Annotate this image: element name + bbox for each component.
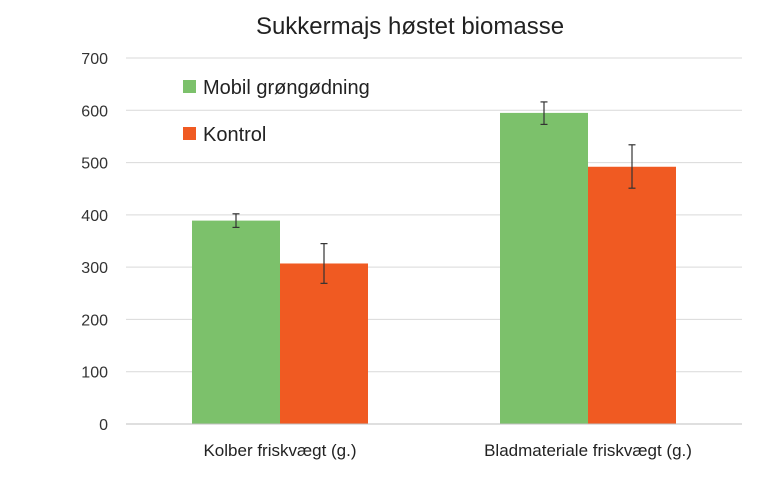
- bars: [192, 112, 676, 425]
- chart-title: Sukkermajs høstet biomasse: [256, 13, 564, 40]
- error-bar: [320, 243, 328, 284]
- bar-mobil-grongodning: [192, 220, 280, 424]
- error-bar: [232, 213, 240, 229]
- error-bar: [540, 101, 548, 126]
- y-tick-label: 300: [81, 260, 108, 277]
- legend-label: Mobil grøngødning: [203, 77, 370, 99]
- legend-item: Mobil grøngødning: [183, 77, 370, 99]
- y-tick-label: 200: [81, 312, 108, 329]
- y-tick-label: 0: [99, 417, 108, 434]
- legend-swatch: [183, 127, 196, 140]
- legend-item: Kontrol: [183, 124, 266, 146]
- error-bar: [628, 144, 636, 189]
- y-tick-label: 400: [81, 208, 108, 225]
- y-tick-label: 600: [81, 103, 108, 120]
- legend-label: Kontrol: [203, 124, 266, 146]
- y-tick-label: 500: [81, 156, 108, 173]
- error-bars: [232, 101, 636, 284]
- bar-kontrol: [280, 263, 368, 424]
- legend: Mobil grøngødning Kontrol: [183, 77, 370, 146]
- bar-mobil-grongodning: [500, 112, 588, 425]
- y-axis-ticks: 0 100 200 300 400 500 600 700: [81, 51, 108, 434]
- bar-kontrol: [588, 166, 676, 425]
- x-category-label: Kolber friskvægt (g.): [203, 441, 356, 460]
- y-tick-label: 100: [81, 365, 108, 382]
- y-tick-label: 700: [81, 51, 108, 68]
- legend-swatch: [183, 80, 196, 93]
- x-axis-categories: Kolber friskvægt (g.) Bladmateriale frisk…: [203, 441, 691, 460]
- x-category-label: Bladmateriale friskvægt (g.): [484, 441, 692, 460]
